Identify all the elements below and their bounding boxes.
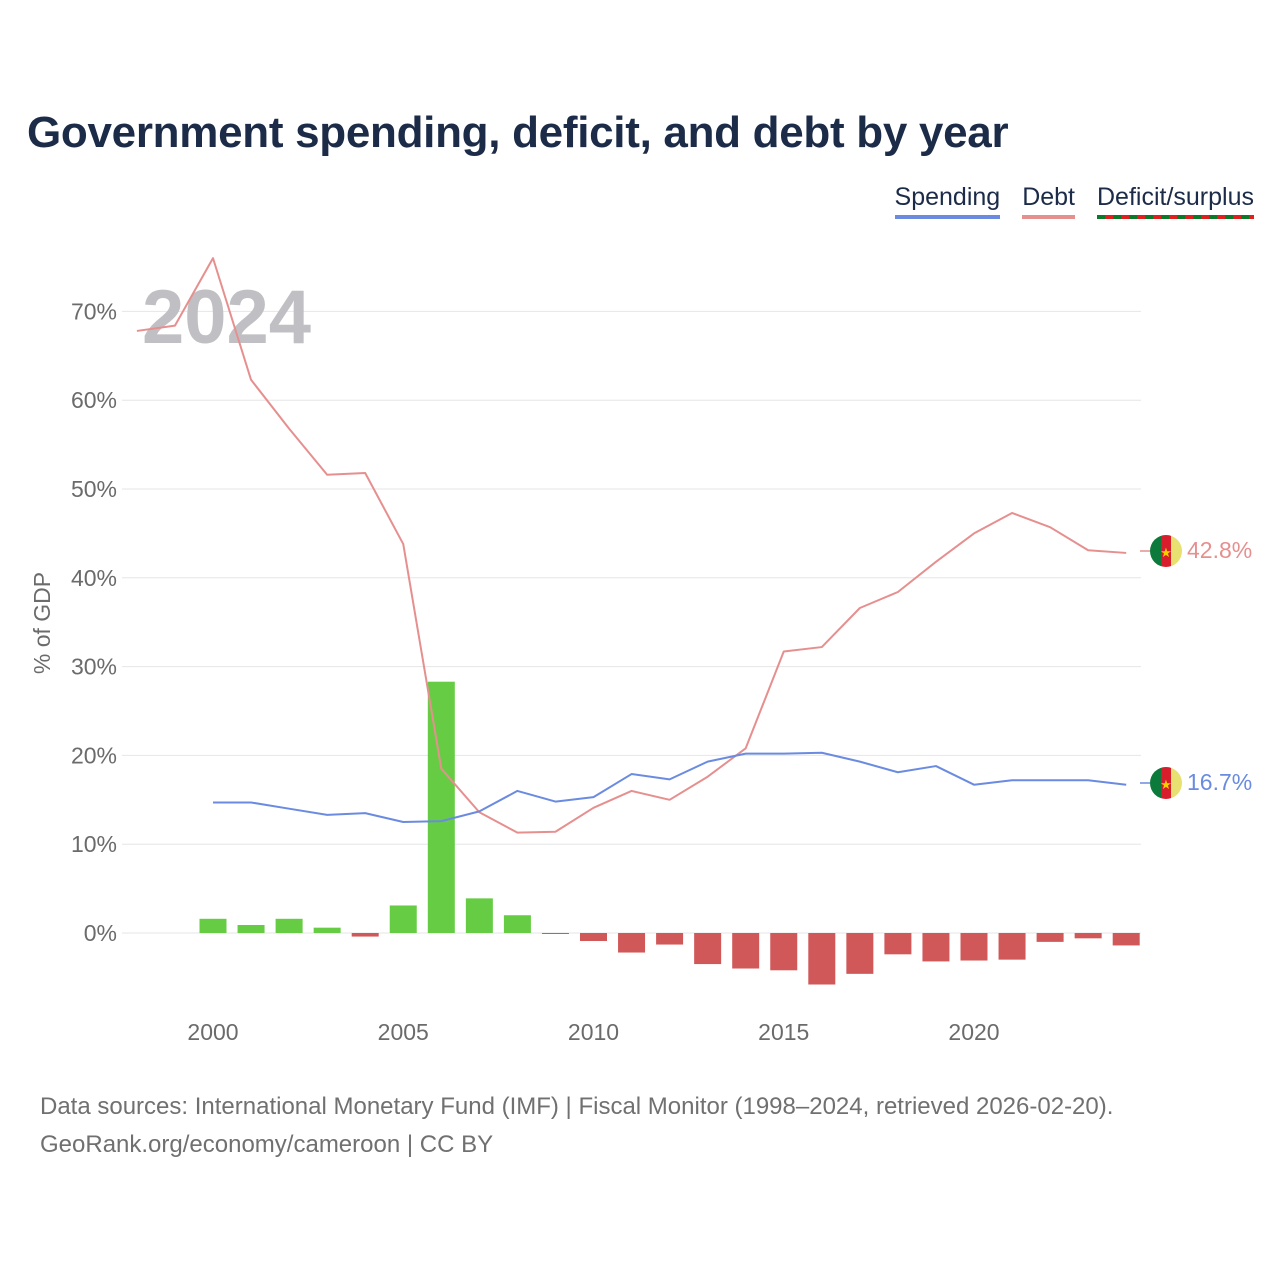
deficit-bar bbox=[1074, 933, 1102, 939]
x-axis-ticks: 2000 2005 2010 2015 2020 bbox=[187, 1019, 999, 1045]
legend-swatch-spending bbox=[894, 215, 1001, 219]
surplus-bar bbox=[237, 925, 265, 933]
surplus-bar bbox=[503, 915, 531, 933]
x-tick-label: 2005 bbox=[378, 1019, 429, 1045]
lines bbox=[136, 257, 1127, 834]
legend-swatch-deficit bbox=[1097, 215, 1254, 219]
source-note: Data sources: International Monetary Fun… bbox=[40, 1088, 1113, 1164]
y-axis-ticks: 0% 10% 20% 30% 40% 50% 60% 70% bbox=[71, 298, 117, 946]
legend-item-spending[interactable]: Spending bbox=[894, 183, 1001, 219]
deficit-bar bbox=[998, 933, 1026, 960]
svg-text:★: ★ bbox=[1160, 777, 1172, 792]
deficit-bar bbox=[541, 933, 569, 934]
deficit-bar bbox=[732, 933, 760, 969]
y-tick-label: 60% bbox=[71, 387, 117, 413]
deficit-bars bbox=[199, 681, 1140, 985]
y-tick-label: 0% bbox=[84, 920, 117, 946]
y-tick-label: 10% bbox=[71, 831, 117, 857]
deficit-bar bbox=[884, 933, 912, 955]
deficit-bar bbox=[808, 933, 836, 985]
y-tick-label: 30% bbox=[71, 654, 117, 680]
cameroon-flag-icon: ★ bbox=[1150, 535, 1182, 567]
source-line-1: Data sources: International Monetary Fun… bbox=[40, 1093, 1114, 1120]
cameroon-flag-icon: ★ bbox=[1150, 767, 1182, 799]
legend-label-deficit: Deficit/surplus bbox=[1097, 183, 1254, 211]
end-markers: ★ 42.8% ★ 16.7% bbox=[1140, 535, 1252, 799]
deficit-bar bbox=[770, 933, 798, 971]
legend-label-debt: Debt bbox=[1022, 183, 1075, 211]
legend-item-debt[interactable]: Debt bbox=[1022, 183, 1075, 219]
chart-svg: 0% 10% 20% 30% 40% 50% 60% 70% % of GDP 2024 20… bbox=[29, 257, 1252, 1045]
deficit-bar bbox=[1036, 933, 1064, 942]
y-tick-label: 20% bbox=[71, 742, 117, 768]
y-axis-label: % of GDP bbox=[29, 572, 55, 674]
surplus-bar bbox=[313, 927, 341, 933]
deficit-bar bbox=[922, 933, 950, 962]
debt-end-label: 42.8% bbox=[1187, 537, 1252, 563]
surplus-bar bbox=[275, 918, 303, 933]
deficit-bar bbox=[1112, 933, 1140, 946]
deficit-bar bbox=[618, 933, 646, 953]
surplus-bar bbox=[427, 681, 455, 933]
svg-text:★: ★ bbox=[1160, 545, 1172, 560]
deficit-bar bbox=[960, 933, 988, 961]
legend-swatch-debt bbox=[1022, 215, 1075, 219]
chart-title: Government spending, deficit, and debt b… bbox=[27, 108, 1009, 157]
deficit-bar bbox=[351, 933, 379, 937]
deficit-bar bbox=[656, 933, 684, 945]
debt-line bbox=[136, 257, 1127, 834]
spending-end-label: 16.7% bbox=[1187, 769, 1252, 795]
deficit-bar bbox=[694, 933, 722, 965]
spending-line bbox=[213, 751, 1127, 823]
x-tick-label: 2015 bbox=[758, 1019, 809, 1045]
y-tick-label: 70% bbox=[71, 298, 117, 324]
surplus-bar bbox=[465, 898, 493, 933]
gridlines bbox=[122, 310, 1141, 934]
y-tick-label: 40% bbox=[71, 565, 117, 591]
legend-label-spending: Spending bbox=[894, 183, 1001, 211]
x-tick-label: 2000 bbox=[187, 1019, 238, 1045]
deficit-bar bbox=[846, 933, 874, 974]
legend: Spending Debt Deficit/surplus bbox=[894, 183, 1254, 219]
source-line-2: GeoRank.org/economy/cameroon | CC BY bbox=[40, 1131, 494, 1158]
year-watermark: 2024 bbox=[142, 275, 311, 360]
x-tick-label: 2010 bbox=[568, 1019, 619, 1045]
legend-item-deficit[interactable]: Deficit/surplus bbox=[1097, 183, 1254, 219]
surplus-bar bbox=[389, 905, 417, 933]
deficit-bar bbox=[580, 933, 607, 941]
x-tick-label: 2020 bbox=[948, 1019, 999, 1045]
y-tick-label: 50% bbox=[71, 476, 117, 502]
surplus-bar bbox=[199, 918, 227, 933]
